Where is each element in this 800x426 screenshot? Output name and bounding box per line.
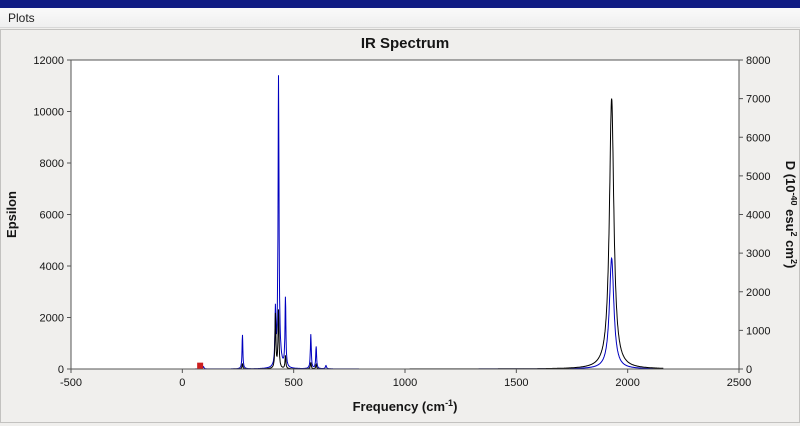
left-tick-label: 10000 xyxy=(33,107,64,119)
ir-spectrum-chart: 0 2000 4000 6000 8000 10000 12000 0 1000 2000 3000… xyxy=(1,30,799,426)
menu-plots[interactable]: Plots xyxy=(8,10,35,25)
right-tick-label: 2000 xyxy=(746,287,770,299)
right-tick-label: 3000 xyxy=(746,248,770,260)
right-axis-title: D (10-40 esu2 cm2) xyxy=(783,161,797,269)
right-tick-label: 7000 xyxy=(746,94,770,106)
right-tick-label: 5000 xyxy=(746,171,770,183)
right-tick-label: 8000 xyxy=(746,55,770,67)
right-tick-label: 6000 xyxy=(746,132,770,144)
x-tick-label: 500 xyxy=(284,377,302,389)
left-tick-label: 0 xyxy=(58,364,64,376)
x-tick-label: 1500 xyxy=(504,377,528,389)
x-tick-label: 2500 xyxy=(727,377,751,389)
x-tick-label: -500 xyxy=(60,377,82,389)
ir-spectrum-svg: 0200040006000800010000120000100020003000… xyxy=(4,35,799,414)
x-axis-title: Frequency (cm-1) xyxy=(353,398,458,414)
plot-area xyxy=(71,60,739,369)
selection-marker[interactable] xyxy=(197,362,204,369)
right-tick-label: 0 xyxy=(746,364,752,376)
left-tick-label: 8000 xyxy=(40,158,64,170)
left-axis-title: Epsilon xyxy=(4,191,19,238)
plot-panel: 0 2000 4000 6000 8000 10000 12000 0 1000 2000 3000… xyxy=(0,29,800,423)
x-tick-label: 0 xyxy=(179,377,185,389)
x-tick-label: 2000 xyxy=(615,377,639,389)
right-tick-label: 4000 xyxy=(746,210,770,222)
left-tick-label: 6000 xyxy=(40,210,64,222)
window-titlebar xyxy=(0,0,800,8)
right-tick-label: 1000 xyxy=(746,325,770,337)
left-tick-label: 2000 xyxy=(40,313,64,325)
left-tick-label: 4000 xyxy=(40,261,64,273)
menu-bar: Plots xyxy=(0,8,800,28)
x-tick-label: 1000 xyxy=(393,377,417,389)
left-tick-label: 12000 xyxy=(33,55,64,67)
chart-title: IR Spectrum xyxy=(361,35,449,52)
